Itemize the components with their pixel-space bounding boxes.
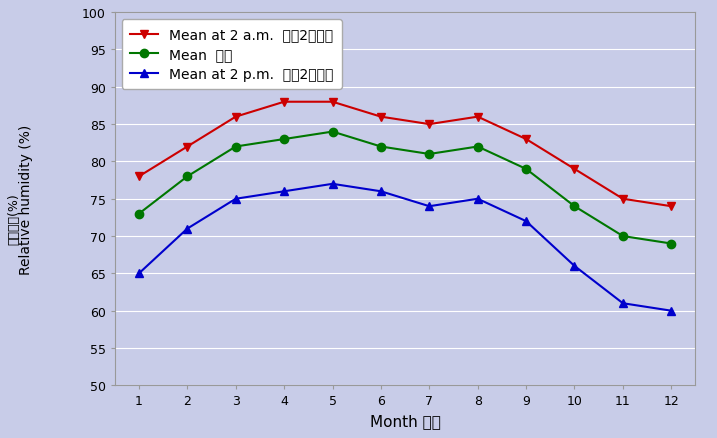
Text: 相對濕度(%): 相對濕度(%) (8, 193, 21, 245)
Y-axis label: Relative humidity (%): Relative humidity (%) (19, 124, 33, 274)
Legend: Mean at 2 a.m.  上卆2時平均, Mean  平均, Mean at 2 p.m.  下卆2時平均: Mean at 2 a.m. 上卆2時平均, Mean 平均, Mean at … (122, 20, 341, 90)
X-axis label: Month 月份: Month 月份 (370, 413, 440, 428)
